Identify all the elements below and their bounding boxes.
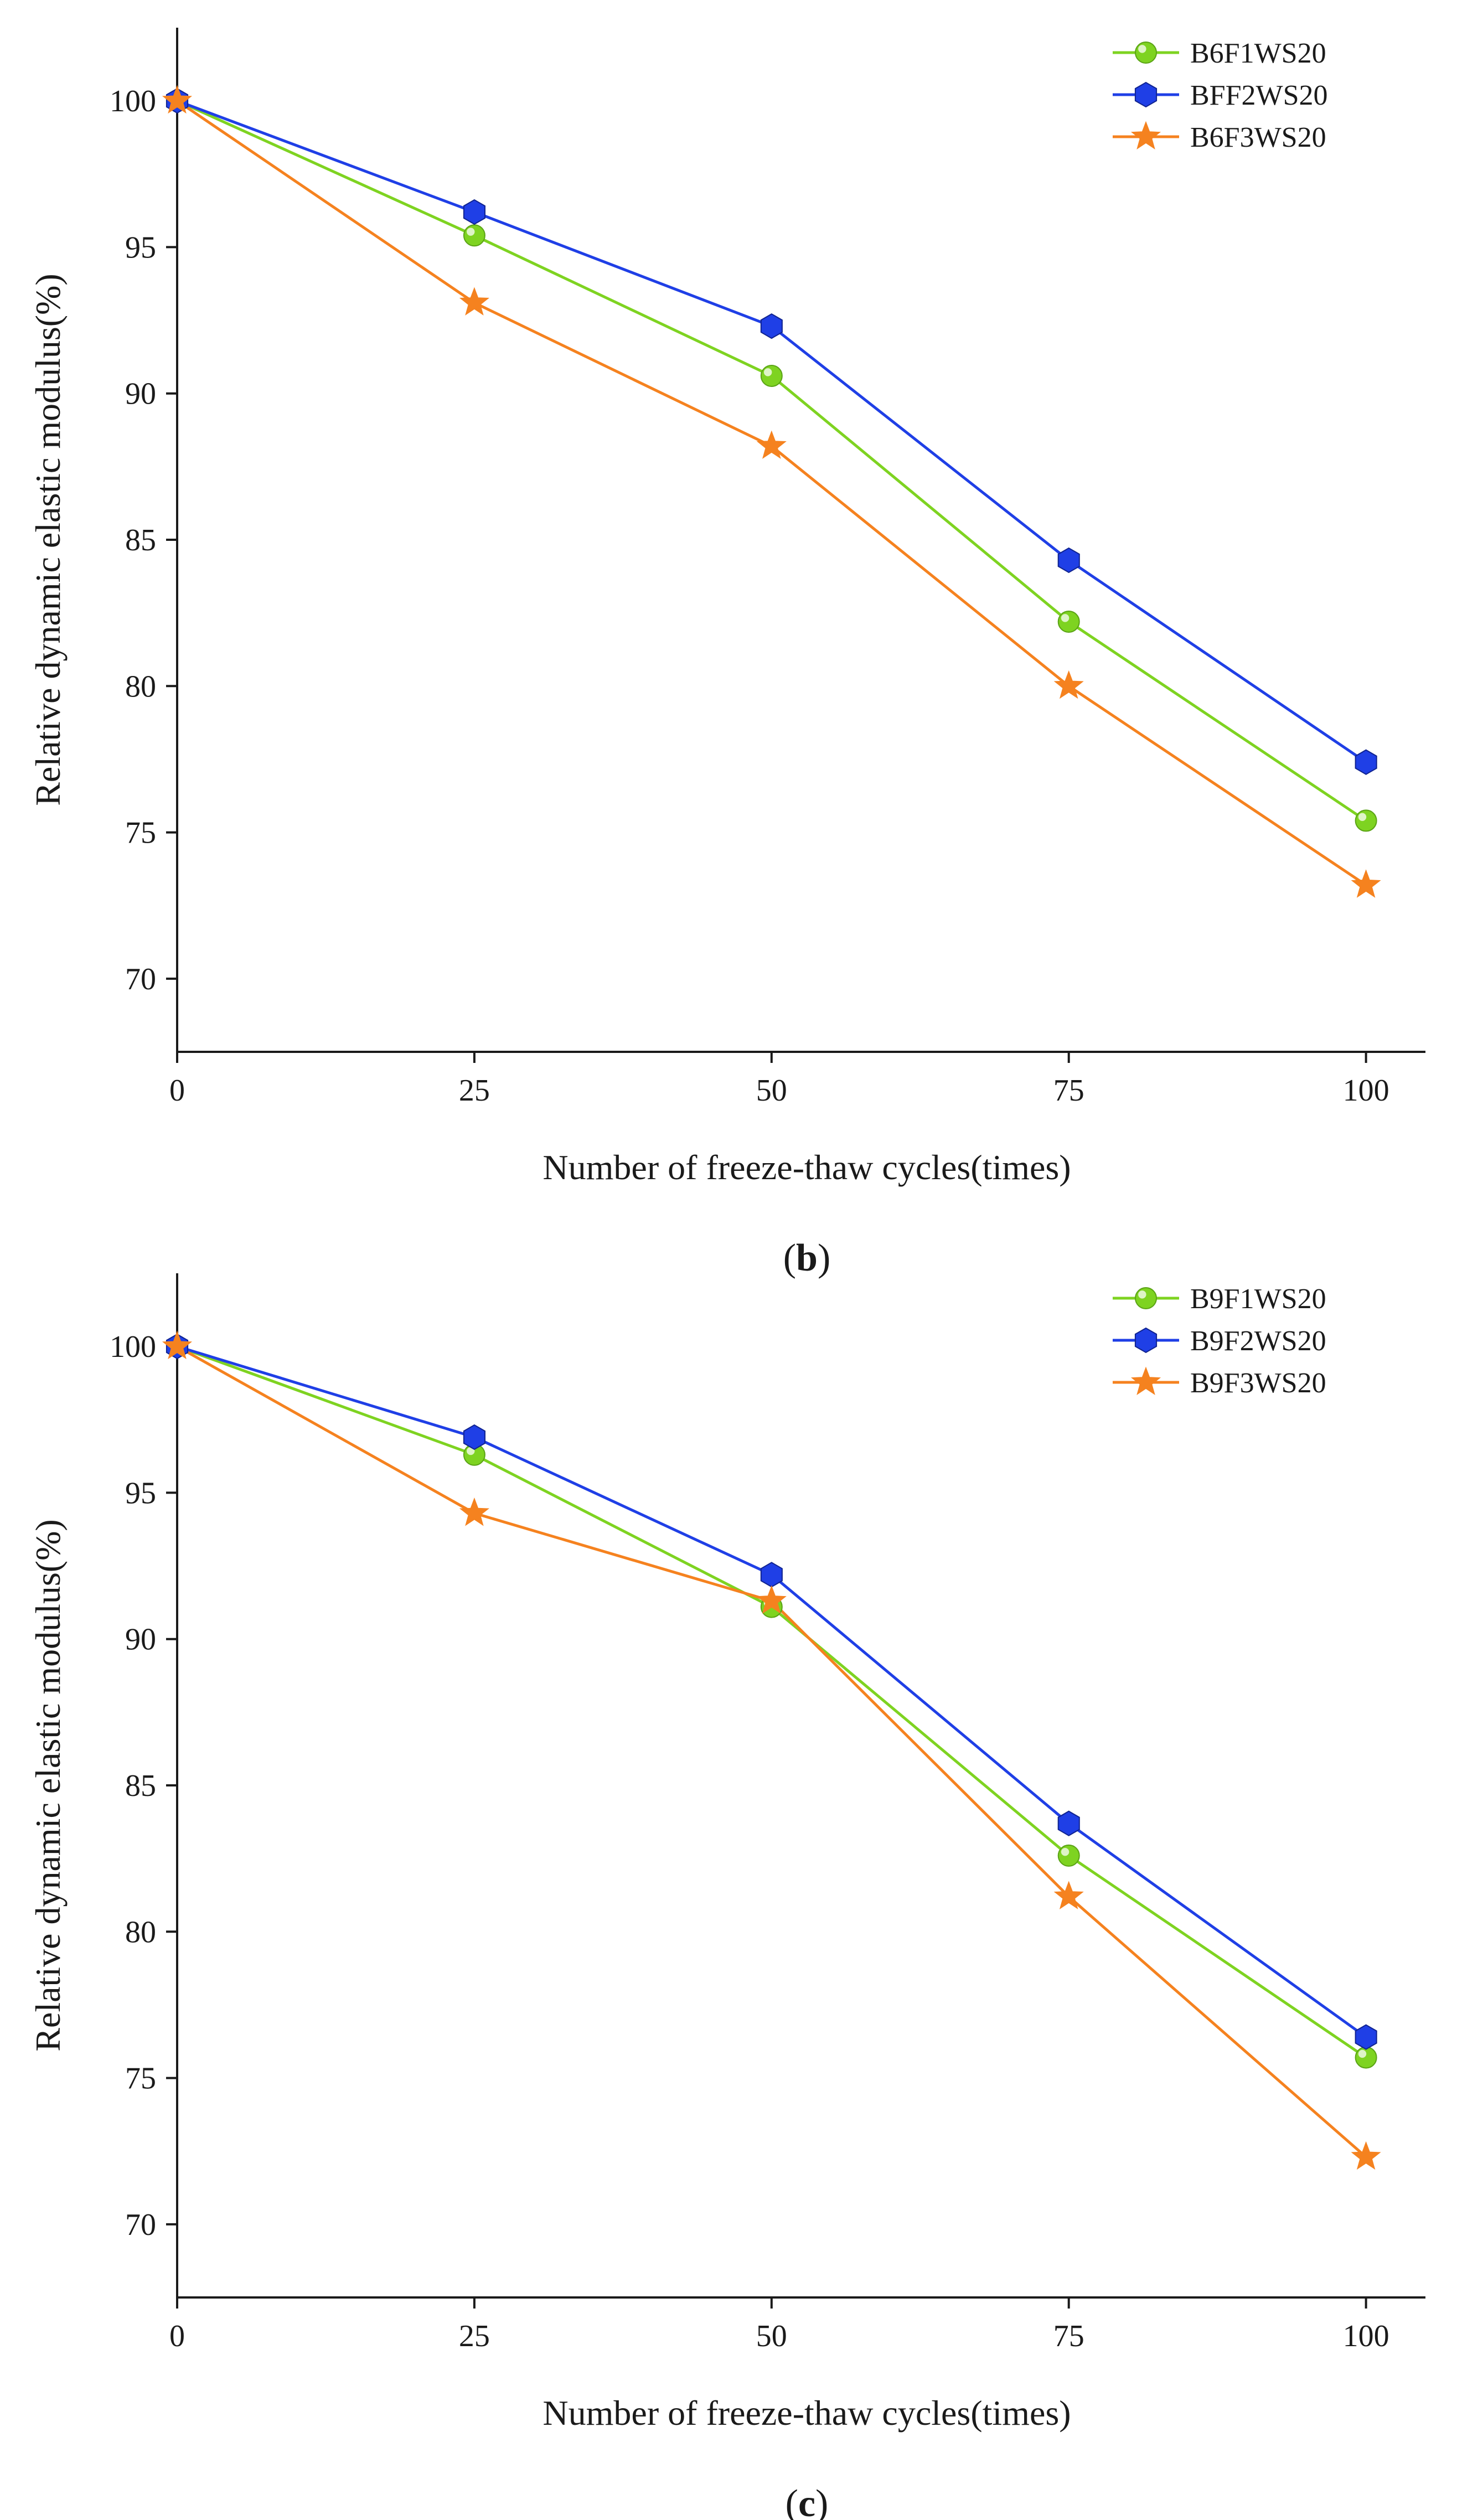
x-tick-label: 75 xyxy=(1053,1073,1084,1108)
legend-marker-BFF2WS20 xyxy=(1134,81,1158,108)
x-tick-label: 0 xyxy=(169,2319,185,2353)
x-tick-label: 100 xyxy=(1343,1073,1389,1108)
legend-marker-B6F1WS20 xyxy=(1135,42,1157,64)
y-tick-label: 90 xyxy=(125,377,156,411)
data-point-B9F3WS20 xyxy=(756,1585,787,1614)
y-tick-label: 70 xyxy=(125,2208,156,2242)
data-point-B9F1WS20-highlight xyxy=(467,1447,475,1455)
y-tick-label: 90 xyxy=(125,1623,156,1657)
y-tick-label: 75 xyxy=(125,2062,156,2096)
data-point-B6F1WS20-highlight xyxy=(763,368,772,376)
caption-paren: ) xyxy=(815,2482,828,2520)
y-tick-label: 85 xyxy=(125,523,156,557)
legend-marker-B6F3WS20 xyxy=(1130,121,1161,149)
legend-label: B9F2WS20 xyxy=(1190,1325,1326,1357)
data-point-B9F2WS20 xyxy=(760,1562,783,1588)
caption-paren: ( xyxy=(786,2482,798,2520)
data-point-B9F1WS20 xyxy=(1355,2046,1377,2069)
legend-marker-B9F3WS20 xyxy=(1130,1366,1161,1395)
legend-label: B6F3WS20 xyxy=(1190,122,1326,153)
y-tick-label: 85 xyxy=(125,1769,156,1803)
legend-marker-B9F1WS20-highlight xyxy=(1138,1290,1146,1299)
x-axis-title: Number of freeze-thaw cycles(times) xyxy=(542,2393,1071,2433)
data-point-B6F3WS20 xyxy=(756,430,787,459)
data-point-BFF2WS20 xyxy=(1355,749,1377,775)
data-point-B6F3WS20 xyxy=(1351,869,1381,898)
y-tick-label: 95 xyxy=(125,1476,156,1510)
y-tick-label: 95 xyxy=(125,230,156,265)
chart-panel-c: 70 75 80 85 90 95 100 0 25 50 75 100 Number of freez… xyxy=(28,1273,1425,2520)
panel-caption: (c) xyxy=(786,2482,829,2520)
y-tick-label: 80 xyxy=(125,669,156,704)
x-tick-label: 100 xyxy=(1343,2319,1389,2353)
x-tick-label: 25 xyxy=(459,1073,490,1108)
chart-panel-b: 70 75 80 85 90 95 100 0 25 50 75 100 Number of freez… xyxy=(28,28,1425,1279)
x-tick-label: 50 xyxy=(756,1073,787,1108)
data-point-B6F3WS20 xyxy=(1053,670,1084,699)
legend-label: BFF2WS20 xyxy=(1190,80,1328,111)
caption-paren: ( xyxy=(783,1237,796,1279)
data-point-B6F3WS20 xyxy=(459,287,489,316)
data-point-B9F3WS20 xyxy=(1351,2141,1381,2170)
data-point-B9F3WS20 xyxy=(459,1497,489,1526)
data-point-B6F1WS20 xyxy=(1355,809,1377,832)
legend-marker-B9F1WS20 xyxy=(1135,1287,1157,1309)
data-point-B9F2WS20 xyxy=(1057,1810,1080,1836)
x-tick-label: 50 xyxy=(756,2319,787,2353)
data-point-BFF2WS20 xyxy=(760,313,783,339)
y-tick-label: 100 xyxy=(110,84,156,118)
legend-label: B9F1WS20 xyxy=(1190,1283,1326,1315)
x-axis-title: Number of freeze-thaw cycles(times) xyxy=(542,1148,1071,1187)
y-tick-label: 70 xyxy=(125,962,156,996)
data-point-B6F1WS20-highlight xyxy=(1061,614,1070,622)
data-point-B6F1WS20 xyxy=(463,224,485,247)
data-point-B9F2WS20 xyxy=(463,1424,485,1450)
caption-paren: ) xyxy=(818,1237,830,1279)
data-point-BFF2WS20 xyxy=(463,199,485,225)
data-point-B6F1WS20 xyxy=(760,365,783,387)
legend-label: B6F1WS20 xyxy=(1190,38,1326,69)
data-point-B9F1WS20-highlight xyxy=(1061,1847,1070,1856)
panel-caption: (b) xyxy=(783,1237,831,1279)
y-tick-label: 80 xyxy=(125,1915,156,1949)
data-point-B9F3WS20 xyxy=(162,1330,193,1360)
legend-marker-B6F1WS20-highlight xyxy=(1138,45,1146,53)
y-tick-label: 100 xyxy=(110,1330,156,1364)
caption-letter: c xyxy=(798,2482,815,2520)
x-tick-label: 25 xyxy=(459,2319,490,2353)
y-axis-title: Relative dynamic elastic modulus(%) xyxy=(28,1519,68,2052)
data-point-B6F3WS20 xyxy=(162,85,193,114)
caption-letter: b xyxy=(796,1237,818,1279)
data-point-B6F1WS20 xyxy=(1057,611,1080,633)
x-tick-label: 0 xyxy=(169,1073,185,1108)
legend-marker-B9F2WS20 xyxy=(1134,1327,1158,1354)
data-point-BFF2WS20 xyxy=(1057,547,1080,574)
data-point-B6F1WS20-highlight xyxy=(1358,813,1367,821)
data-point-B9F3WS20 xyxy=(1053,1881,1084,1909)
data-point-B9F2WS20 xyxy=(1355,2024,1377,2050)
y-tick-label: 75 xyxy=(125,816,156,850)
legend-label: B9F3WS20 xyxy=(1190,1367,1326,1399)
data-point-B9F1WS20 xyxy=(1057,1844,1080,1867)
x-tick-label: 75 xyxy=(1053,2319,1084,2353)
y-axis-title: Relative dynamic elastic modulus(%) xyxy=(28,273,68,806)
data-point-B9F1WS20-highlight xyxy=(1358,2049,1367,2058)
data-point-B6F1WS20-highlight xyxy=(467,228,475,236)
